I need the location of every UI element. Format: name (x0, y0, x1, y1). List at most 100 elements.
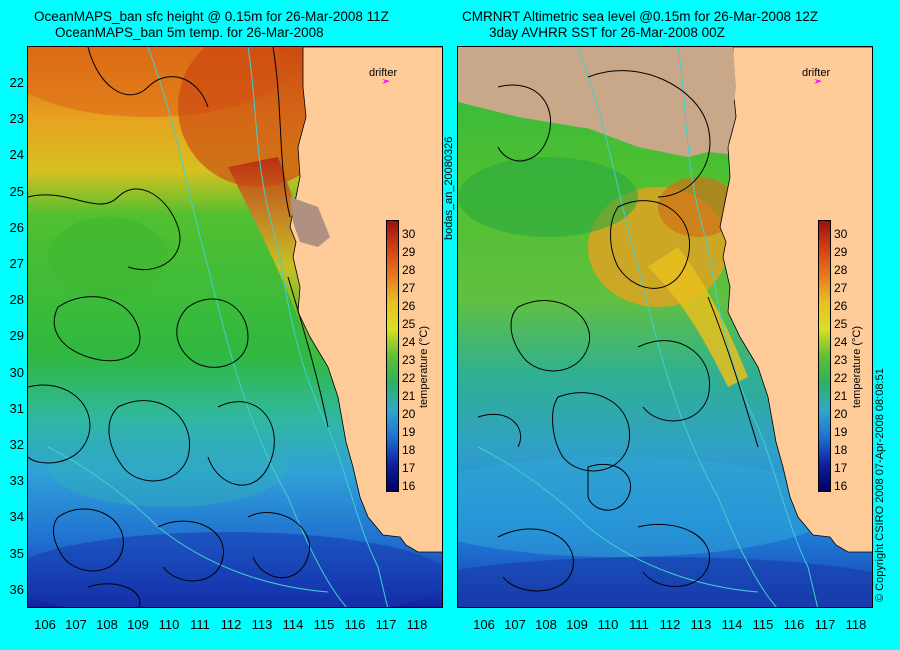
longitude-label: 118 (845, 617, 867, 632)
colorbar-tick-label: 25 (834, 317, 848, 331)
colorbar-tick-label: 26 (402, 299, 416, 313)
colorbar-tick-label: 20 (402, 407, 416, 421)
colorbar-tick-label: 29 (834, 245, 848, 259)
drifter-marker (382, 79, 390, 84)
right-drifter-label: drifter (802, 67, 831, 79)
longitude-label: 106 (473, 617, 495, 632)
colorbar-tick-label: 27 (834, 281, 848, 295)
latitude-label: 23 (9, 111, 24, 127)
left-map-svg (28, 47, 442, 607)
colorbar-tick-label: 19 (834, 425, 848, 439)
colorbar-tick-label: 26 (834, 299, 848, 313)
longitude-label: 112 (659, 617, 681, 632)
colorbar-tick-label: 24 (834, 335, 848, 349)
run-id-label: bodas_an_20080326 (443, 136, 455, 240)
longitude-label: 111 (629, 617, 649, 632)
longitude-label: 111 (190, 617, 210, 632)
colorbar-tick-label: 22 (402, 371, 416, 385)
colorbar-tick-label: 19 (402, 425, 416, 439)
cool-patch (48, 217, 168, 297)
latitude-label: 32 (9, 437, 24, 452)
right-map-svg (458, 47, 872, 607)
altimetry-contours (477, 70, 759, 592)
warm-patch (658, 177, 738, 237)
colorbar-tick-label: 20 (834, 407, 848, 421)
right-title-line2: 3day AVHRR SST for 26-Mar-2008 00Z (489, 25, 725, 40)
latitude-label: 35 (9, 545, 24, 561)
colorbar-tick-label: 16 (402, 479, 416, 493)
colorbar-tick-label: 29 (402, 245, 416, 259)
left-map-panel (27, 46, 443, 608)
longitude-label: 110 (158, 617, 180, 632)
longitude-label: 114 (282, 617, 304, 632)
longitude-label: 116 (344, 617, 366, 632)
longitude-label: 117 (814, 617, 836, 632)
longitude-label: 118 (406, 617, 428, 632)
cool-patch (458, 157, 638, 237)
colorbar-tick-label: 18 (834, 443, 848, 457)
colorbar-tick-label: 28 (402, 263, 416, 277)
land-mass (289, 47, 442, 553)
left-title-line2: OceanMAPS_ban 5m temp. for 26-Mar-2008 (55, 25, 324, 40)
latitude-label: 22 (9, 75, 24, 90)
latitude-label: 31 (9, 400, 24, 416)
cool-patch (48, 427, 288, 507)
longitude-label: 115 (313, 617, 335, 632)
colorbar-tick-label: 18 (402, 443, 416, 457)
colorbar-tick-label: 30 (834, 227, 848, 241)
colorbar-tick-label: 17 (402, 461, 416, 475)
latitude-label: 24 (9, 147, 24, 163)
longitude-label: 109 (566, 617, 588, 632)
colorbar-tick-label: 23 (402, 353, 416, 367)
drifter-marker (814, 79, 822, 84)
colorbar-tick-label: 28 (834, 263, 848, 277)
longitude-label: 107 (65, 617, 87, 632)
left-colorbar-label: temperature (°C) (418, 325, 430, 408)
longitude-label: 115 (752, 617, 774, 632)
left-drifter-label: drifter (369, 67, 398, 79)
latitude-label: 30 (9, 364, 24, 380)
colorbar-tick-label: 25 (402, 317, 416, 331)
colorbar-tick-label: 21 (834, 389, 848, 403)
colorbar-tick-label: 22 (834, 371, 848, 385)
longitude-label: 107 (504, 617, 526, 632)
longitude-label: 113 (251, 617, 273, 632)
longitude-label: 114 (721, 617, 743, 632)
latitude-label: 33 (9, 473, 24, 489)
latitude-label: 26 (9, 219, 24, 235)
longitude-label: 108 (535, 617, 557, 632)
colorbar-tick-label: 23 (834, 353, 848, 367)
longitude-label: 108 (96, 617, 118, 632)
colorbar-tick-label: 17 (834, 461, 848, 475)
cold-patch (28, 532, 442, 607)
right-map-panel (457, 46, 873, 608)
left-colorbar (386, 220, 399, 492)
colorbar-tick-label: 16 (834, 479, 848, 493)
cool-patch (458, 457, 838, 557)
latitude-label: 34 (9, 509, 24, 525)
copyright-label: © Copyright CSIRO 2008 07-Apr-2008 08:08… (874, 368, 886, 602)
right-title-line1: CMRNRT Altimetric sea level @0.15m for 2… (462, 9, 819, 24)
latitude-label: 29 (9, 328, 24, 344)
land-mass (719, 47, 872, 553)
latitude-label: 28 (9, 292, 24, 308)
latitude-label: 27 (9, 256, 24, 271)
cold-patch (458, 557, 872, 607)
longitude-label: 112 (220, 617, 242, 632)
right-colorbar (818, 220, 831, 492)
longitude-label: 109 (127, 617, 149, 632)
colorbar-tick-label: 30 (402, 227, 416, 241)
masked-land (458, 47, 736, 157)
longitude-label: 110 (597, 617, 619, 632)
colorbar-tick-label: 27 (402, 281, 416, 295)
longitude-label: 117 (375, 617, 397, 632)
ssh-contours (28, 47, 329, 607)
longitude-label: 116 (783, 617, 805, 632)
longitude-label: 113 (690, 617, 712, 632)
left-title-line1: OceanMAPS_ban sfc height @ 0.15m for 26-… (34, 9, 389, 24)
longitude-label: 106 (34, 617, 56, 632)
colorbar-tick-label: 21 (402, 389, 416, 403)
right-colorbar-label: temperature (°C) (851, 325, 863, 408)
isobath-lines (477, 47, 819, 607)
colorbar-tick-label: 24 (402, 335, 416, 349)
